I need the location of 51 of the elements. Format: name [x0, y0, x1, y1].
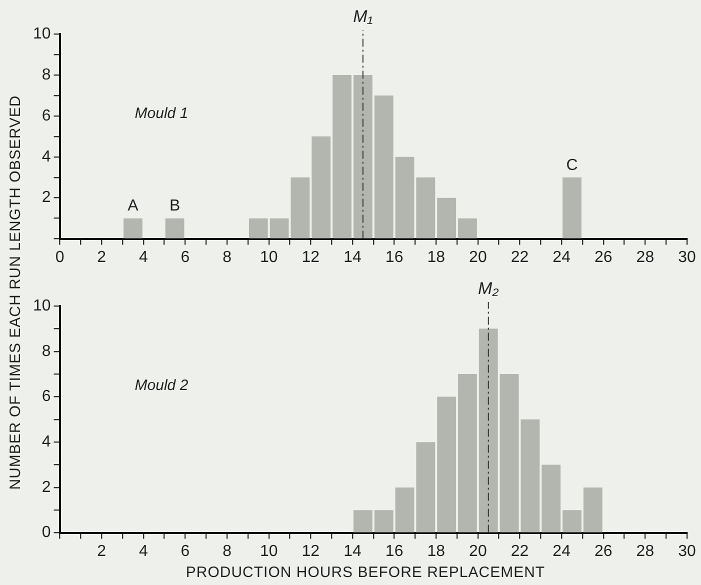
x-tick-label: 16 — [385, 542, 404, 560]
x-tick-label: 28 — [636, 542, 654, 560]
y-tick-label: 8 — [42, 66, 51, 84]
x-tick-label: 24 — [552, 248, 571, 266]
x-tick-label: 20 — [469, 248, 487, 266]
x-tick-label: 12 — [302, 542, 320, 560]
x-tick-label: 8 — [222, 248, 232, 266]
y-tick-label: 4 — [42, 433, 51, 450]
x-tick-label: 18 — [427, 542, 446, 560]
x-tick-label: 6 — [180, 248, 190, 266]
x-tick-label: 12 — [302, 248, 320, 266]
x-tick-label: 20 — [469, 542, 487, 560]
y-tick-label: 4 — [42, 148, 51, 166]
x-tick-label: 16 — [385, 248, 404, 266]
annotation: Mould 1 — [134, 105, 188, 122]
y-tick-label: 2 — [42, 189, 51, 206]
y-tick-label: 6 — [42, 388, 51, 406]
x-tick-label: 18 — [427, 248, 446, 266]
annotation: Mould 2 — [134, 377, 189, 394]
x-tick-label: 2 — [97, 248, 106, 266]
x-tick-label: 10 — [260, 542, 278, 560]
y-tick-label: 2 — [42, 478, 51, 496]
x-tick-label: 26 — [594, 542, 612, 560]
x-tick-label: 30 — [678, 542, 696, 560]
x-tick-label: 0 — [55, 248, 64, 266]
x-tick-label: 4 — [138, 248, 148, 266]
ref-line-label: M₂ — [478, 279, 500, 298]
x-tick-label: 28 — [636, 248, 654, 266]
x-tick-label: 22 — [510, 542, 529, 560]
x-tick-label: 30 — [678, 248, 696, 266]
x-tick-label: 8 — [222, 542, 232, 560]
y-tick-label: 10 — [33, 25, 51, 42]
annotation: B — [169, 198, 180, 215]
x-tick-label: 2 — [97, 542, 106, 560]
y-tick-label: 10 — [33, 297, 51, 314]
x-tick-label: 26 — [594, 248, 612, 266]
x-tick-label: 14 — [344, 542, 362, 560]
x-tick-label: 6 — [180, 542, 190, 560]
x-axis-title: PRODUCTION HOURS BEFORE REPLACEMENT — [184, 564, 546, 581]
annotation: C — [566, 156, 578, 174]
y-tick-label: 8 — [42, 342, 51, 360]
y-tick-label: 6 — [42, 107, 51, 124]
ref-line-label: M₁ — [353, 7, 373, 26]
y-tick-label: 0 — [42, 524, 51, 542]
x-tick-label: 14 — [344, 248, 362, 266]
x-tick-label: 24 — [552, 542, 571, 560]
x-tick-label: 4 — [138, 542, 148, 560]
annotation: A — [128, 198, 139, 215]
x-tick-label: 22 — [510, 248, 529, 266]
x-tick-label: 10 — [260, 248, 278, 266]
y-axis-title: NUMBER OF TIMES EACH RUN LENGTH OBSERVED — [6, 94, 25, 492]
